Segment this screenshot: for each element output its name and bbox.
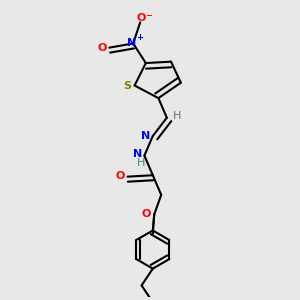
Text: H: H (137, 158, 145, 168)
Text: O: O (137, 13, 146, 23)
Text: N: N (127, 38, 136, 48)
Text: O: O (98, 43, 107, 52)
Text: O: O (142, 209, 151, 220)
Text: S: S (124, 80, 132, 91)
Text: +: + (136, 33, 143, 42)
Text: −: − (145, 11, 152, 20)
Text: O: O (115, 171, 124, 181)
Text: H: H (173, 111, 182, 121)
Text: N: N (133, 149, 142, 159)
Text: N: N (141, 131, 150, 141)
